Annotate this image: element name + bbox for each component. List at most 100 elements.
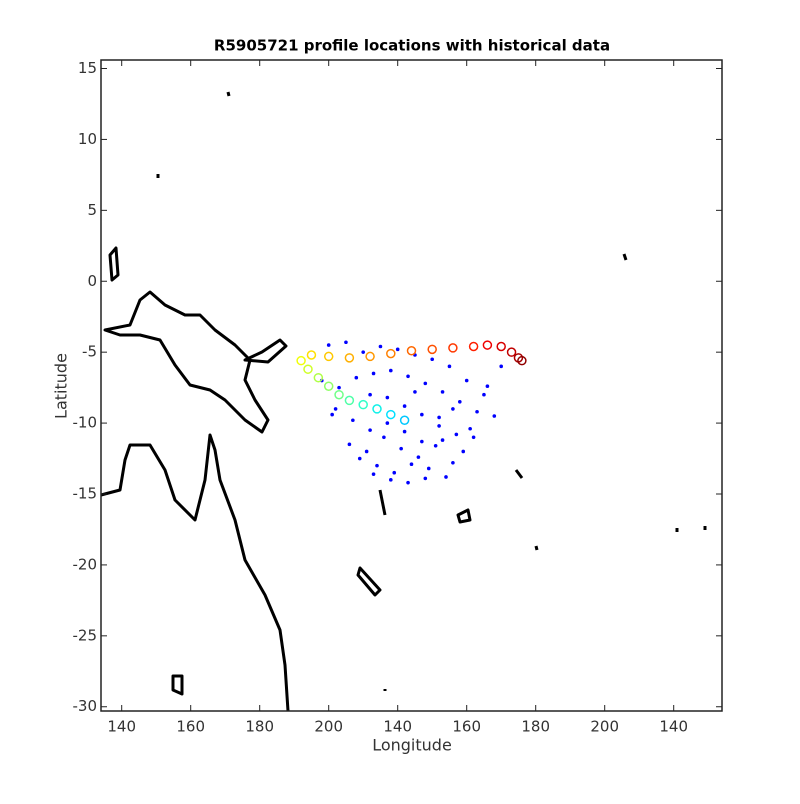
data-point bbox=[337, 385, 341, 390]
data-point bbox=[454, 432, 459, 437]
x-tick-label: 140 bbox=[383, 718, 412, 736]
data-point bbox=[375, 463, 379, 468]
coastline bbox=[456, 508, 472, 524]
data-point bbox=[496, 341, 506, 352]
data-point bbox=[323, 351, 334, 362]
y-tick-label: -5 bbox=[82, 343, 97, 361]
coastline bbox=[383, 526, 707, 691]
data-point bbox=[364, 449, 369, 454]
y-tick-label: 15 bbox=[78, 59, 97, 77]
data-point bbox=[447, 364, 452, 369]
y-tick-label: -15 bbox=[73, 485, 98, 503]
data-point bbox=[492, 414, 497, 418]
data-point bbox=[399, 446, 403, 451]
data-point bbox=[382, 435, 386, 440]
data-point bbox=[351, 418, 355, 423]
axes-box bbox=[100, 59, 723, 712]
data-point bbox=[378, 344, 383, 349]
data-point bbox=[361, 350, 366, 354]
data-point bbox=[451, 407, 455, 411]
data-point bbox=[347, 442, 352, 447]
data-point bbox=[344, 353, 355, 363]
x-tick-label: 140 bbox=[107, 718, 136, 736]
data-point bbox=[485, 384, 490, 389]
y-tick-label: 5 bbox=[87, 201, 97, 219]
data-point bbox=[306, 350, 317, 360]
data-point bbox=[358, 399, 368, 410]
data-point bbox=[420, 439, 424, 444]
data-point bbox=[326, 343, 331, 347]
data-point bbox=[399, 415, 410, 425]
data-point bbox=[506, 347, 517, 357]
data-point bbox=[333, 407, 338, 411]
coastline bbox=[622, 253, 628, 261]
data-point bbox=[430, 357, 435, 362]
y-tick-label: -20 bbox=[73, 555, 98, 573]
data-point bbox=[354, 375, 359, 380]
coastlines bbox=[100, 91, 707, 712]
coastline bbox=[378, 489, 387, 516]
data-point bbox=[423, 381, 428, 386]
x-tick-label: 200 bbox=[314, 718, 343, 736]
data-point bbox=[409, 462, 414, 467]
data-point bbox=[468, 426, 472, 431]
data-point bbox=[427, 344, 437, 355]
data-point bbox=[444, 475, 448, 479]
data-point bbox=[402, 404, 407, 408]
data-point bbox=[385, 395, 390, 400]
coastline bbox=[226, 91, 231, 97]
data-point bbox=[334, 389, 344, 400]
data-point bbox=[426, 466, 431, 471]
data-point bbox=[437, 424, 441, 428]
y-tick-label: -25 bbox=[73, 626, 98, 644]
coastline bbox=[356, 566, 382, 597]
data-point bbox=[433, 443, 438, 448]
data-point bbox=[323, 381, 334, 391]
x-tick-label: 160 bbox=[176, 718, 205, 736]
coastline bbox=[103, 290, 270, 434]
coastline bbox=[534, 545, 539, 551]
coastline bbox=[171, 674, 184, 696]
data-point bbox=[344, 395, 355, 406]
x-tick-label: 160 bbox=[452, 718, 481, 736]
data-point bbox=[440, 390, 445, 394]
data-point bbox=[482, 392, 486, 397]
data-point bbox=[365, 351, 375, 362]
data-point bbox=[385, 421, 390, 425]
x-tick-label: 140 bbox=[659, 718, 688, 736]
data-point bbox=[372, 404, 382, 414]
y-tick-label: -30 bbox=[73, 697, 98, 715]
data-point bbox=[386, 348, 396, 359]
data-point bbox=[406, 480, 410, 485]
data-point bbox=[402, 429, 407, 434]
coastline bbox=[100, 433, 290, 712]
data-point bbox=[420, 412, 424, 417]
y-tick-label: 0 bbox=[87, 272, 97, 290]
coastline bbox=[108, 246, 120, 282]
data-point bbox=[458, 400, 462, 404]
chart-title: R5905721 profile locations with historic… bbox=[214, 37, 610, 55]
data-point bbox=[368, 392, 372, 397]
data-point bbox=[392, 470, 397, 475]
y-axis-label: Latitude bbox=[52, 353, 71, 419]
data-point bbox=[517, 355, 527, 366]
data-point bbox=[437, 415, 441, 420]
x-tick-label: 200 bbox=[590, 718, 619, 736]
data-point bbox=[389, 478, 393, 482]
data-point bbox=[475, 409, 479, 414]
coastline bbox=[243, 338, 288, 364]
data-point bbox=[406, 374, 410, 379]
data-layer bbox=[296, 340, 527, 485]
data-point bbox=[313, 372, 324, 383]
data-point bbox=[386, 409, 396, 420]
data-point bbox=[371, 371, 376, 376]
data-point bbox=[440, 438, 445, 442]
data-point bbox=[451, 460, 455, 465]
data-point bbox=[464, 378, 469, 383]
data-point bbox=[482, 340, 493, 350]
data-point bbox=[471, 435, 476, 440]
y-tick-label: 10 bbox=[78, 130, 97, 148]
x-tick-label: 180 bbox=[521, 718, 550, 736]
